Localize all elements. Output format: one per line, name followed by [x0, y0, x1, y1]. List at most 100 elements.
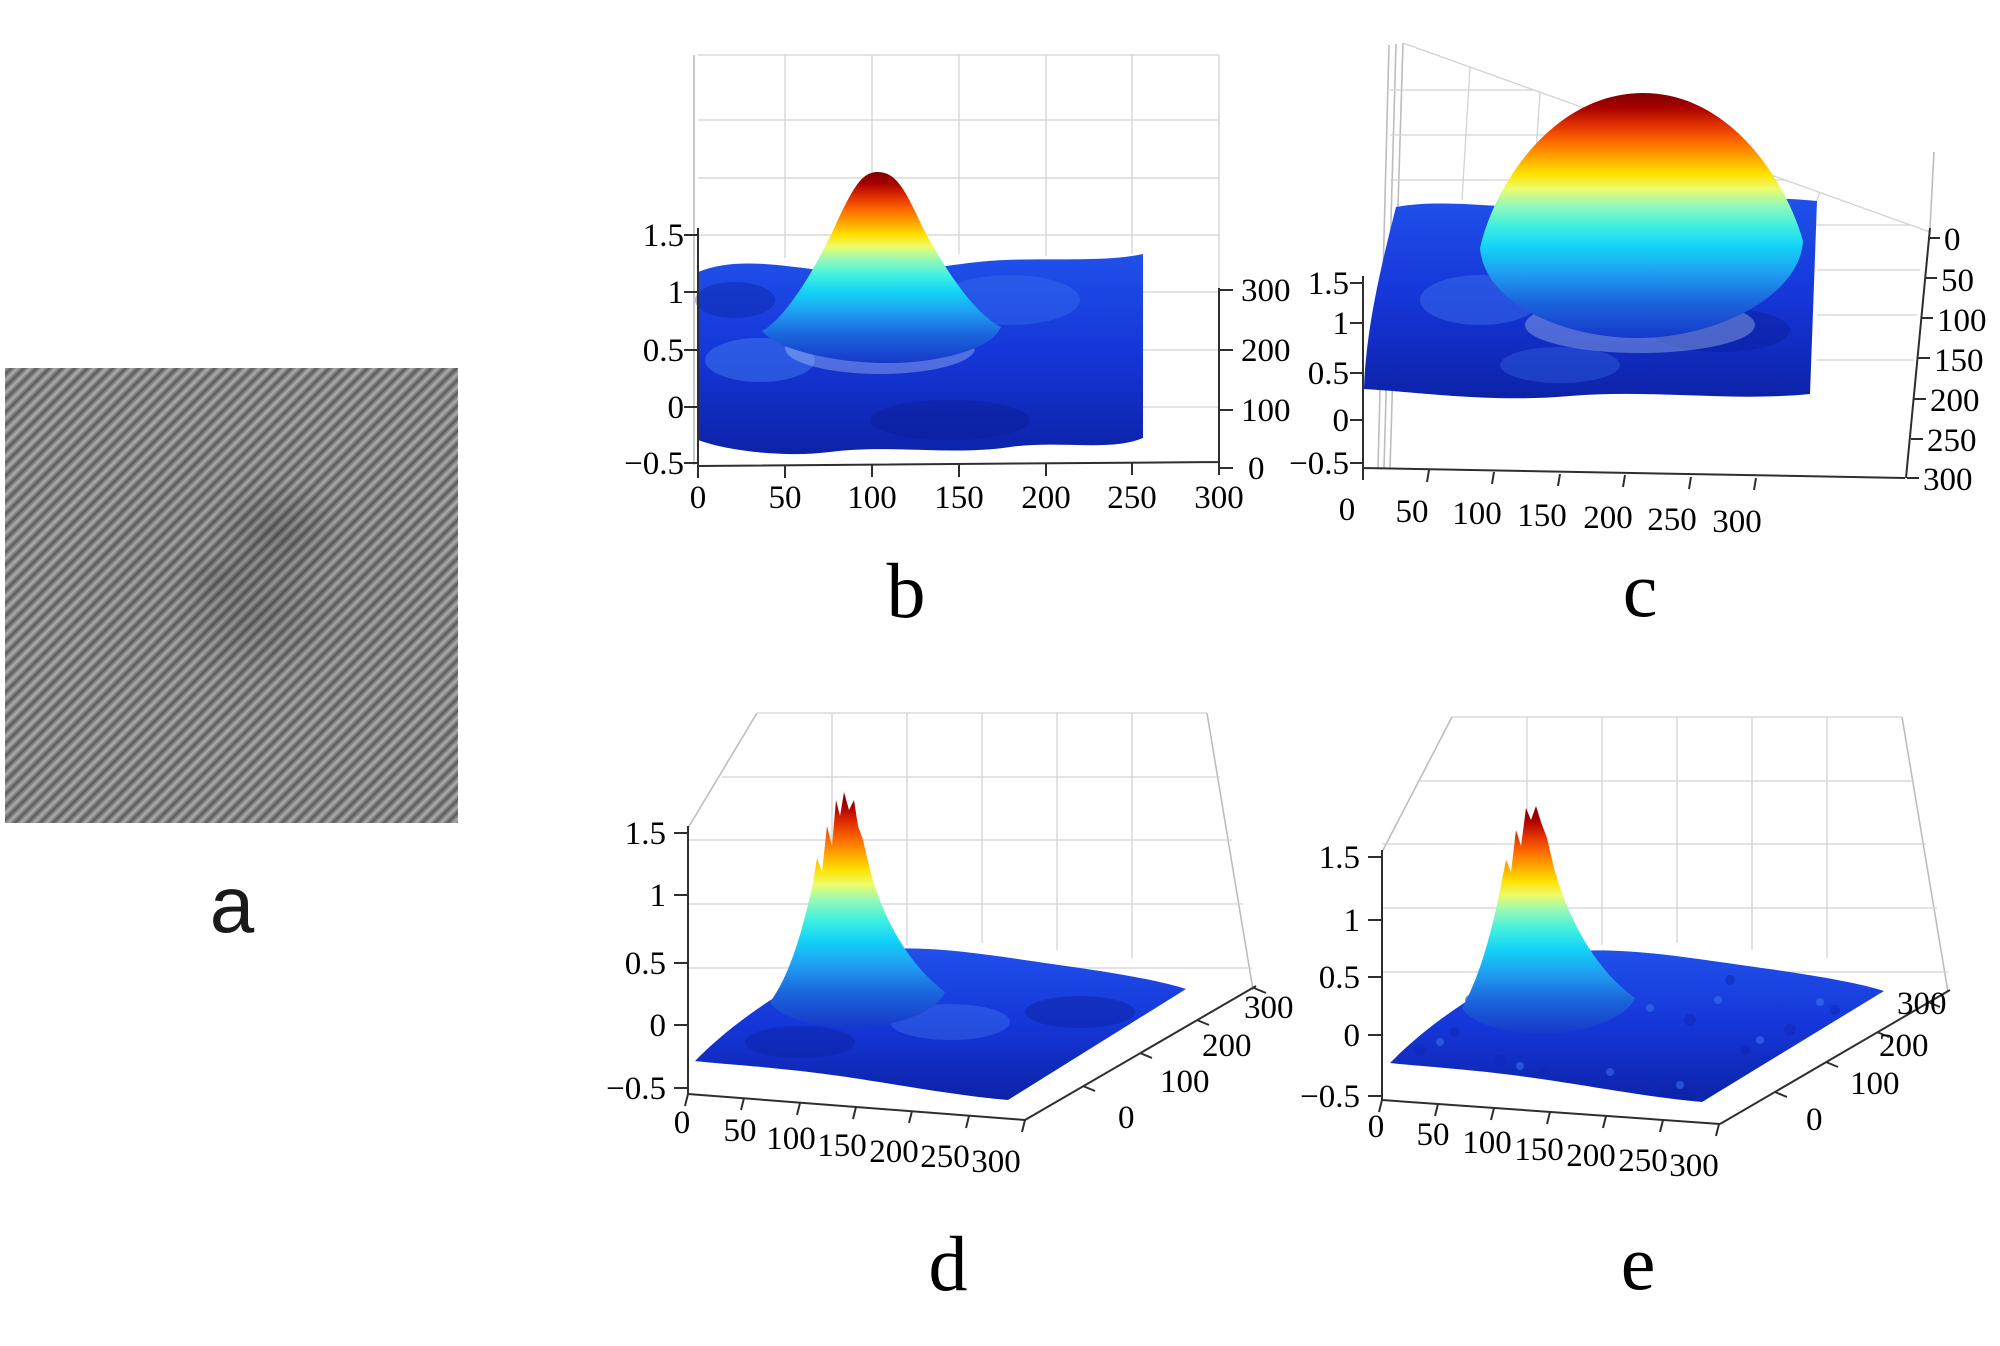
- c-y-tick: 150: [1934, 343, 1984, 379]
- c-y-tick: 50: [1941, 263, 1974, 299]
- d-z-tick: −0.5: [606, 1071, 666, 1107]
- e-x-tick: 100: [1462, 1125, 1512, 1161]
- e-z-tick: 1.5: [1319, 840, 1360, 876]
- d-z-tick: 1: [650, 878, 667, 914]
- b-z-tick: 1: [668, 275, 685, 311]
- panel-e-tick-labels: 1.5 1 0.5 0 −0.5 0 50 100 150 200 250 30…: [1300, 840, 1946, 1184]
- b-x-tick: 100: [847, 480, 897, 516]
- c-z-tick: −0.5: [1289, 446, 1349, 482]
- d-x-tick: 250: [920, 1139, 970, 1175]
- b-z-tick: −0.5: [624, 446, 684, 482]
- c-z-tick: 1.5: [1308, 266, 1349, 302]
- e-x-tick: 50: [1417, 1117, 1450, 1153]
- b-x-tick: 200: [1021, 480, 1071, 516]
- panel-a-label: a: [210, 860, 255, 949]
- c-x-tick: 200: [1583, 500, 1633, 536]
- panel-b-label: b: [887, 547, 926, 634]
- d-y-tick: 300: [1244, 990, 1294, 1026]
- panel-e-peak: [1462, 806, 1635, 1035]
- c-y-tick: 200: [1930, 383, 1980, 419]
- panel-c-tick-labels: 1.5 1 0.5 0 −0.5 0 50 100 150 200 250 30…: [1289, 222, 1986, 540]
- d-z-tick: 1.5: [625, 816, 666, 852]
- e-y-tick: 300: [1897, 986, 1947, 1022]
- panel-e-grid: [1381, 716, 1949, 993]
- e-x-tick: 300: [1669, 1148, 1719, 1184]
- c-y-tick: 0: [1944, 222, 1961, 258]
- d-x-tick: 0: [674, 1105, 691, 1141]
- e-y-tick: 0: [1806, 1102, 1823, 1138]
- panel-d-label: d: [929, 1220, 968, 1307]
- b-x-tick: 0: [690, 480, 707, 516]
- panel-b-axes: [684, 228, 1233, 478]
- d-z-tick: 0.5: [625, 946, 666, 982]
- c-y-tick: 250: [1927, 423, 1977, 459]
- panel-e-axes: [1368, 850, 1951, 1137]
- d-y-tick: 0: [1118, 1100, 1135, 1136]
- b-y-tick: 0: [1248, 451, 1265, 487]
- c-x-tick: 300: [1712, 504, 1762, 540]
- b-z-tick: 1.5: [643, 218, 684, 254]
- panel-c-peak: [1480, 92, 1803, 339]
- d-x-tick: 200: [869, 1134, 919, 1170]
- b-y-tick: 100: [1241, 393, 1291, 429]
- c-x-tick: 0: [1339, 492, 1356, 528]
- panel-b-peak: [762, 172, 1001, 364]
- panel-e-plot: 1.5 1 0.5 0 −0.5 0 50 100 150 200 250 30…: [1300, 716, 1951, 1184]
- panel-b-tick-labels: 1.5 1 0.5 0 −0.5 0 50 100 150 200 250 30…: [624, 218, 1290, 516]
- e-y-tick: 100: [1850, 1066, 1900, 1102]
- d-y-tick: 100: [1160, 1064, 1210, 1100]
- panel-c-surface: [1364, 92, 1817, 399]
- e-z-tick: 1: [1344, 903, 1361, 939]
- e-x-tick: 200: [1566, 1138, 1616, 1174]
- panel-d-surface: [695, 792, 1186, 1100]
- d-x-tick: 100: [766, 1121, 816, 1157]
- panel-d-grid: [687, 712, 1254, 991]
- e-z-tick: 0.5: [1319, 960, 1360, 996]
- panel-d-tick-labels: 1.5 1 0.5 0 −0.5 0 50 100 150 200 250 30…: [606, 816, 1293, 1180]
- d-x-tick: 150: [817, 1128, 867, 1164]
- e-z-tick: −0.5: [1300, 1079, 1360, 1115]
- d-x-tick: 50: [724, 1113, 757, 1149]
- panel-b-grid: [693, 54, 1220, 465]
- panel-d-axes: [674, 826, 1267, 1133]
- b-x-tick: 150: [934, 480, 984, 516]
- c-y-tick: 100: [1937, 303, 1987, 339]
- panel-c-label: c: [1623, 546, 1658, 633]
- c-z-tick: 0: [1333, 403, 1350, 439]
- c-x-tick: 50: [1396, 494, 1429, 530]
- b-z-tick: 0: [668, 390, 685, 426]
- panel-d-plot: 1.5 1 0.5 0 −0.5 0 50 100 150 200 250 30…: [606, 712, 1294, 1180]
- panel-e-carpet: [1390, 950, 1884, 1102]
- e-z-tick: 0: [1344, 1018, 1361, 1054]
- panel-d-peak: [770, 792, 945, 1029]
- panel-b-surface: [695, 172, 1143, 455]
- c-x-tick: 100: [1452, 496, 1502, 532]
- panel-e-surface: [1390, 806, 1884, 1102]
- b-x-tick: 250: [1107, 480, 1157, 516]
- panel-c-axes: [1350, 227, 1940, 491]
- c-y-tick: 300: [1923, 462, 1973, 498]
- b-x-tick: 50: [769, 480, 802, 516]
- b-y-tick: 200: [1241, 333, 1291, 369]
- c-x-tick: 150: [1517, 498, 1567, 534]
- c-z-tick: 0.5: [1308, 356, 1349, 392]
- panel-b-plot: 1.5 1 0.5 0 −0.5 0 50 100 150 200 250 30…: [624, 54, 1291, 516]
- e-x-tick: 250: [1618, 1143, 1668, 1179]
- hidden-face-smudge: [5, 368, 458, 823]
- d-x-tick: 300: [971, 1144, 1021, 1180]
- panel-c-plot: 1.5 1 0.5 0 −0.5 0 50 100 150 200 250 30…: [1289, 42, 1987, 540]
- b-z-tick: 0.5: [643, 333, 684, 369]
- c-x-tick: 250: [1647, 502, 1697, 538]
- panel-e-label: e: [1621, 1219, 1656, 1306]
- e-x-tick: 0: [1368, 1109, 1385, 1145]
- interferogram-image: [5, 368, 458, 823]
- d-y-tick: 200: [1202, 1028, 1252, 1064]
- c-z-tick: 1: [1333, 306, 1350, 342]
- e-x-tick: 150: [1514, 1132, 1564, 1168]
- e-y-tick: 200: [1879, 1028, 1929, 1064]
- b-y-tick: 300: [1241, 273, 1291, 309]
- d-z-tick: 0: [650, 1008, 667, 1044]
- b-x-tick: 300: [1194, 480, 1244, 516]
